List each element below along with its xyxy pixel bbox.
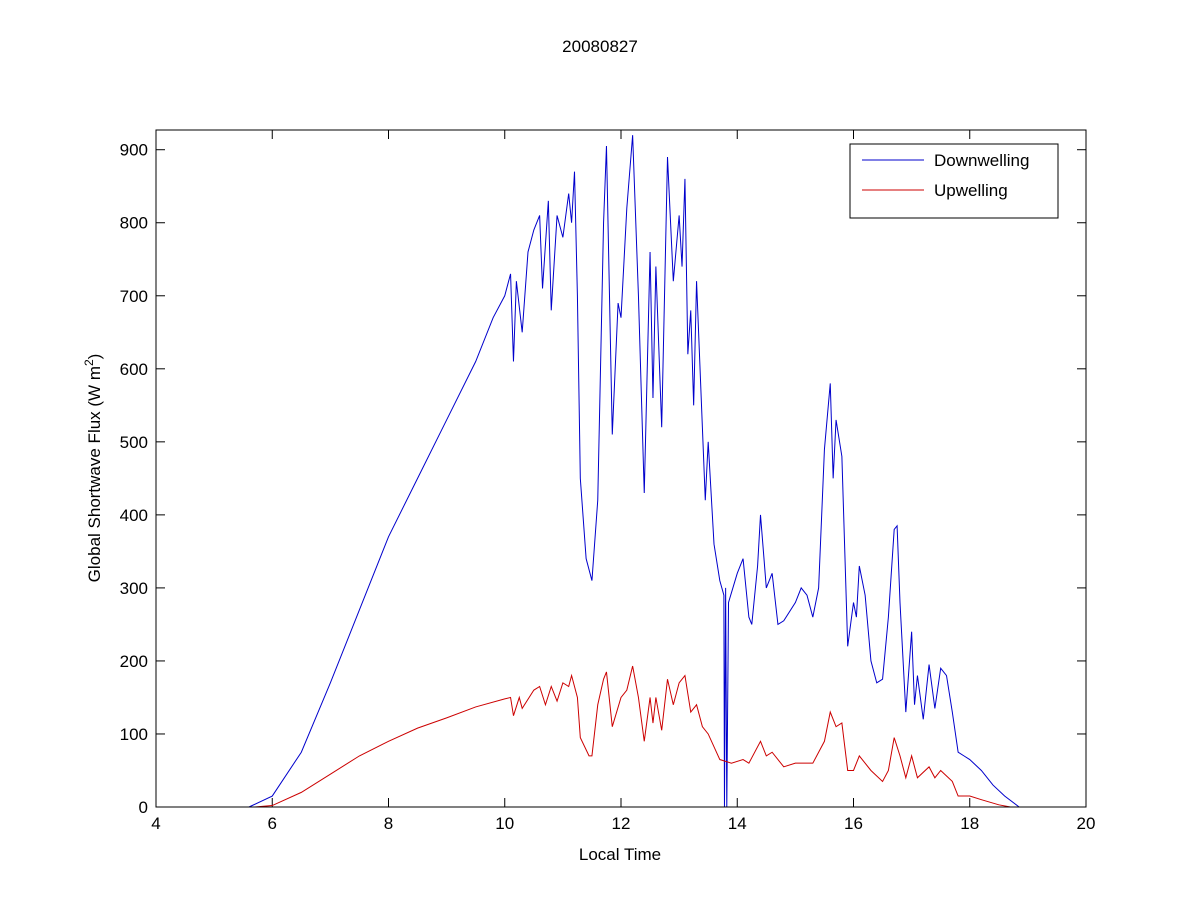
data-line (248, 135, 1020, 808)
x-tick-label: 18 (960, 814, 979, 833)
y-label-part: ) (85, 354, 104, 360)
y-tick-label: 100 (120, 725, 148, 744)
x-tick-label: 10 (495, 814, 514, 833)
y-tick-label: 0 (139, 798, 148, 817)
data-line (254, 665, 1011, 808)
plot-area (156, 130, 1086, 807)
y-label-sup: 2 (82, 359, 96, 366)
y-tick-label: 200 (120, 652, 148, 671)
y-tick-label: 700 (120, 287, 148, 306)
y-tick-label: 500 (120, 433, 148, 452)
y-label-part: Global Shortwave Flux (W m (85, 366, 104, 582)
x-tick-label: 20 (1077, 814, 1096, 833)
x-tick-label: 14 (728, 814, 747, 833)
y-axis-label: Global Shortwave Flux (W m2) (82, 354, 104, 583)
x-axis-label: Local Time (579, 845, 661, 864)
x-tick-label: 12 (612, 814, 631, 833)
legend-label: Upwelling (934, 181, 1008, 200)
legend-box (849, 143, 1059, 219)
y-tick-label: 400 (120, 506, 148, 525)
y-tick-label: 800 (120, 214, 148, 233)
x-tick-label: 6 (268, 814, 277, 833)
y-tick-label: 300 (120, 579, 148, 598)
x-tick-label: 8 (384, 814, 393, 833)
legend-label: Downwelling (934, 151, 1029, 170)
y-tick-label: 900 (120, 141, 148, 160)
chart-title: 20080827 (562, 37, 638, 56)
y-tick-label: 600 (120, 360, 148, 379)
x-tick-label: 16 (844, 814, 863, 833)
x-tick-label: 4 (151, 814, 160, 833)
axes-box (155, 129, 1087, 808)
